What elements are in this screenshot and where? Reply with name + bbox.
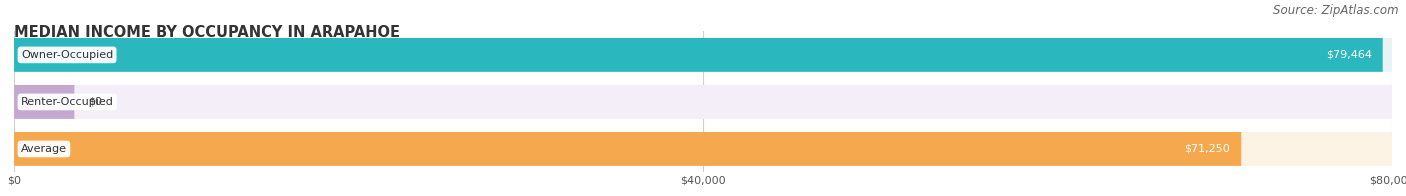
Text: $79,464: $79,464 bbox=[1326, 50, 1372, 60]
Text: Renter-Occupied: Renter-Occupied bbox=[21, 97, 114, 107]
FancyBboxPatch shape bbox=[14, 132, 1241, 166]
Text: Source: ZipAtlas.com: Source: ZipAtlas.com bbox=[1274, 4, 1399, 17]
FancyBboxPatch shape bbox=[14, 85, 1392, 119]
FancyBboxPatch shape bbox=[14, 85, 75, 119]
Text: Owner-Occupied: Owner-Occupied bbox=[21, 50, 114, 60]
Text: Average: Average bbox=[21, 144, 67, 154]
Text: $0: $0 bbox=[89, 97, 103, 107]
Text: MEDIAN INCOME BY OCCUPANCY IN ARAPAHOE: MEDIAN INCOME BY OCCUPANCY IN ARAPAHOE bbox=[14, 25, 401, 41]
FancyBboxPatch shape bbox=[14, 38, 1382, 72]
FancyBboxPatch shape bbox=[14, 132, 1392, 166]
Text: $71,250: $71,250 bbox=[1184, 144, 1230, 154]
FancyBboxPatch shape bbox=[14, 38, 1392, 72]
